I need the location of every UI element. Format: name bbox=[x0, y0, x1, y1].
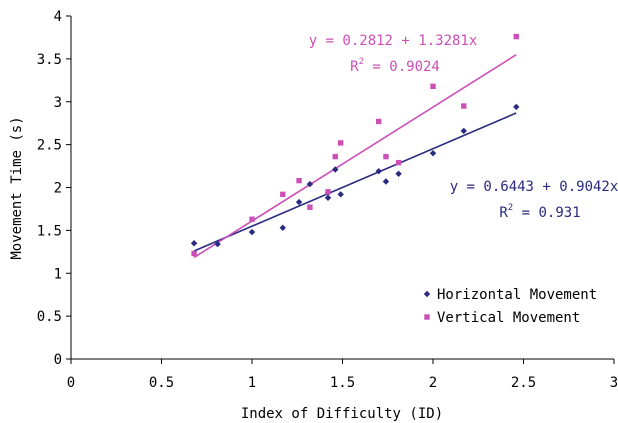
x-axis-title: Index of Difficulty (ID) bbox=[241, 406, 443, 422]
trend-line-vertical bbox=[193, 54, 517, 259]
horizontal-movement-point bbox=[382, 178, 390, 185]
x-tick-label: 2.5 bbox=[511, 375, 536, 391]
r-squared-symbol: R bbox=[350, 59, 359, 75]
vertical-movement-point bbox=[280, 191, 286, 198]
trend-line-horizontal bbox=[193, 112, 517, 252]
vertical-movement-point bbox=[461, 103, 467, 109]
horizontal-movement-point bbox=[429, 150, 437, 157]
x-tick-label: 0 bbox=[67, 375, 75, 391]
vertical-movement-point bbox=[307, 204, 313, 210]
legend-marker-horizontal bbox=[423, 290, 431, 298]
y-tick-label: 1 bbox=[54, 266, 62, 282]
vertical-movement-point bbox=[383, 153, 389, 160]
vertical-movement-point bbox=[249, 216, 255, 222]
vertical-movement-point bbox=[337, 140, 344, 146]
horizontal-movement-point bbox=[279, 224, 286, 232]
horizontal-movement-point bbox=[324, 194, 332, 201]
legend: Horizontal Movement Vertical Movement bbox=[423, 287, 597, 326]
vertical-movement-point bbox=[325, 189, 331, 195]
vertical-movement-point bbox=[430, 83, 436, 90]
legend-marker-vertical bbox=[424, 314, 430, 320]
labels: Index of Difficulty (ID) Movement Time (s… bbox=[9, 33, 618, 422]
r-squared-vertical: R2 = 0.9024 bbox=[350, 57, 440, 75]
x-tick-label: 0.5 bbox=[149, 375, 174, 391]
y-tick-label: 2 bbox=[54, 181, 62, 197]
vertical-movement-point bbox=[332, 153, 338, 160]
data-points bbox=[190, 33, 520, 257]
horizontal-movement-point bbox=[214, 240, 221, 248]
x-tick-label: 2 bbox=[429, 375, 437, 391]
y-tick-label: 0.5 bbox=[37, 309, 62, 325]
horizontal-movement-point bbox=[375, 168, 382, 175]
y-axis-title: Movement Time (s) bbox=[9, 116, 25, 259]
r-squared-exponent: 2 bbox=[508, 203, 513, 213]
equation-horizontal: y = 0.6443 + 0.9042x bbox=[450, 179, 618, 195]
equation-vertical: y = 0.2812 + 1.3281x bbox=[309, 33, 478, 49]
y-tick-label: 4 bbox=[54, 9, 62, 25]
y-tick-label: 3.5 bbox=[37, 52, 62, 68]
horizontal-movement-point bbox=[295, 198, 303, 206]
r-squared-horizontal: R2 = 0.931 bbox=[499, 203, 580, 221]
vertical-movement-point bbox=[376, 118, 382, 125]
axes: 0 0.5 1 1.5 2 2.5 3 3.5 4 0 0.5 1 1.5 2 2.5 3 bbox=[37, 9, 618, 391]
y-tick-label: 1.5 bbox=[37, 223, 62, 239]
vertical-movement-point bbox=[296, 177, 302, 184]
horizontal-movement-point bbox=[332, 166, 339, 173]
r-squared-symbol: R bbox=[499, 205, 508, 221]
vertical-movement-point bbox=[513, 33, 519, 40]
r-squared-value: = 0.9024 bbox=[364, 59, 440, 75]
legend-label-horizontal: Horizontal Movement bbox=[437, 287, 597, 303]
horizontal-movement-point bbox=[190, 240, 198, 247]
y-tick-label: 2.5 bbox=[37, 138, 62, 154]
horizontal-movement-point bbox=[460, 127, 467, 135]
horizontal-movement-point bbox=[337, 191, 344, 198]
vertical-movement-point bbox=[191, 250, 197, 257]
x-tick-label: 1 bbox=[248, 375, 256, 391]
trend-lines bbox=[193, 54, 517, 259]
y-tick-label: 0 bbox=[54, 352, 62, 368]
legend-label-vertical: Vertical Movement bbox=[437, 310, 580, 326]
x-tick-label: 1.5 bbox=[330, 375, 355, 391]
horizontal-movement-point bbox=[395, 170, 402, 177]
r-squared-value: = 0.931 bbox=[513, 205, 580, 221]
horizontal-movement-point bbox=[513, 103, 520, 111]
vertical-movement-point bbox=[395, 159, 402, 166]
x-tick-label: 3 bbox=[610, 375, 618, 391]
r-squared-exponent: 2 bbox=[359, 57, 364, 67]
y-tick-label: 3 bbox=[54, 95, 62, 111]
horizontal-movement-point bbox=[248, 228, 256, 236]
horizontal-movement-point bbox=[306, 180, 314, 188]
